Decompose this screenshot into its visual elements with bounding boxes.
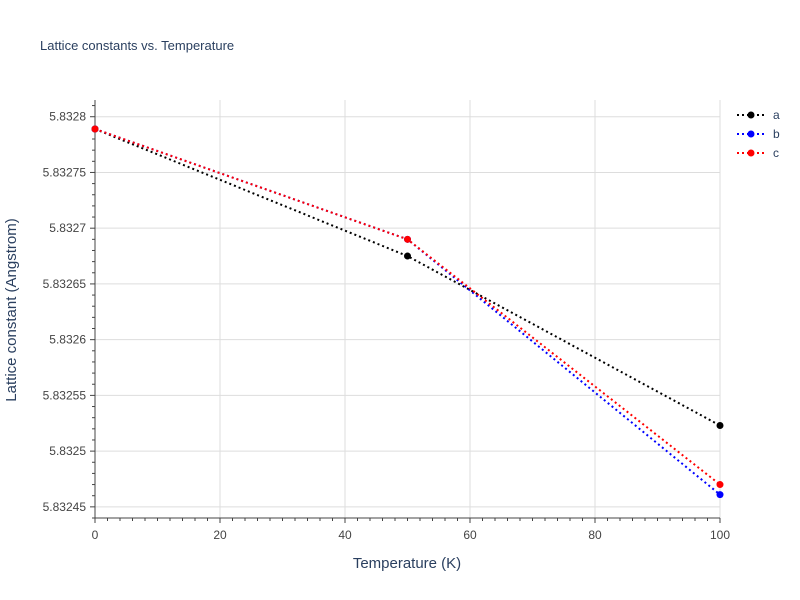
y-tick-label-5.8327: 5.8327 bbox=[49, 221, 86, 235]
x-tick-label-0: 0 bbox=[92, 528, 99, 542]
series-line-b bbox=[94, 128, 721, 496]
series-line-a bbox=[94, 128, 721, 427]
x-tick-label-60: 60 bbox=[463, 528, 477, 542]
series-line-c bbox=[94, 128, 721, 486]
data-point-c-50[interactable] bbox=[404, 235, 411, 243]
x-tick-label-100: 100 bbox=[710, 528, 730, 542]
x-tick-label-20: 20 bbox=[213, 528, 227, 542]
data-point-c-100[interactable] bbox=[716, 481, 724, 489]
data-point-a-50[interactable] bbox=[404, 252, 411, 260]
y-tick-label-5.83265: 5.83265 bbox=[43, 277, 87, 291]
legend-swatch-marker-a bbox=[747, 111, 755, 119]
data-point-b-100[interactable] bbox=[716, 491, 724, 499]
chart-title: Lattice constants vs. Temperature bbox=[40, 38, 234, 53]
y-axis-title: Lattice constant (Angstrom) bbox=[3, 218, 20, 401]
y-tick-label-5.83275: 5.83275 bbox=[43, 165, 87, 179]
legend-swatch-marker-c bbox=[747, 149, 755, 157]
y-tick-label-5.83255: 5.83255 bbox=[43, 388, 87, 402]
data-point-a-100[interactable] bbox=[716, 421, 724, 429]
data-point-c-0[interactable] bbox=[91, 125, 99, 133]
legend-label-b: b bbox=[773, 127, 780, 141]
tick-label-layer: 0 20 40 60 80 100 5.83245 5.8325 5.83255 5.8326 5.… bbox=[43, 110, 731, 542]
y-tick-label-5.8328: 5.8328 bbox=[49, 110, 86, 124]
y-tick-label-5.8325: 5.8325 bbox=[49, 444, 86, 458]
legend-swatch-marker-b bbox=[747, 130, 755, 138]
grid-layer bbox=[95, 100, 721, 518]
y-tick-label-5.8326: 5.8326 bbox=[49, 333, 86, 347]
legend-label-a: a bbox=[773, 108, 780, 122]
y-tick-label-5.83245: 5.83245 bbox=[43, 500, 87, 514]
x-axis-title: Temperature (K) bbox=[353, 555, 461, 572]
legend-item-c[interactable]: c bbox=[737, 146, 779, 160]
x-tick-label-40: 40 bbox=[338, 528, 352, 542]
legend-label-c: c bbox=[773, 146, 779, 160]
series-layer bbox=[91, 125, 724, 499]
legend-item-a[interactable]: a bbox=[737, 108, 780, 122]
legend: abc bbox=[737, 108, 780, 160]
legend-item-b[interactable]: b bbox=[737, 127, 780, 141]
x-tick-label-80: 80 bbox=[588, 528, 602, 542]
axis-layer bbox=[90, 100, 721, 523]
